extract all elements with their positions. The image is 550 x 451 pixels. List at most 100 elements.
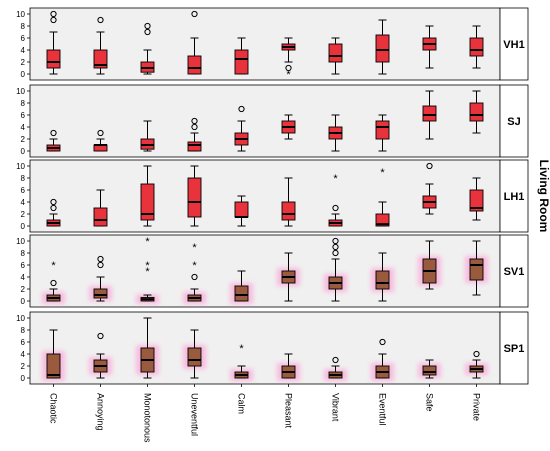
outlier-point — [144, 22, 151, 30]
outlier-point — [191, 123, 198, 131]
x-tick-label: Eventful — [378, 393, 388, 426]
y-tick-label: 0 — [21, 70, 26, 79]
x-tick-label: Vibrant — [331, 393, 341, 422]
outlier-point — [332, 204, 339, 212]
box-iqr — [234, 49, 249, 75]
y-tick-label: 6 — [21, 111, 26, 120]
x-tick-label: Calm — [237, 393, 247, 414]
panel-frame — [29, 84, 501, 158]
y-tick-label: 4 — [21, 350, 26, 359]
outlier-point — [191, 273, 198, 281]
extreme-point: * — [333, 173, 338, 185]
x-tick-label: Annoying — [96, 393, 106, 431]
y-tick-label: 6 — [21, 186, 26, 195]
x-tick-label: Private — [472, 393, 482, 421]
outlier-point — [50, 16, 57, 24]
outlier-point — [426, 162, 433, 170]
y-tick-label: 2 — [21, 362, 26, 371]
y-tick-label: 10 — [16, 10, 25, 19]
extreme-point: * — [286, 69, 291, 81]
outlier-point — [50, 279, 57, 287]
outlier-point — [379, 338, 386, 346]
box-iqr — [234, 201, 249, 218]
y-tick-label: 10 — [16, 87, 25, 96]
box-iqr — [93, 207, 108, 227]
y-tick-label: 0 — [21, 297, 26, 306]
x-tick-label: Pleasant — [284, 393, 294, 429]
panel-label: SV1 — [504, 266, 525, 278]
x-tick-label: Safe — [425, 393, 435, 412]
outlier-point — [97, 129, 104, 137]
y-tick-label: 4 — [21, 123, 26, 132]
y-tick-label: 2 — [21, 58, 26, 67]
outlier-point — [332, 243, 339, 251]
panel-frame — [29, 7, 501, 81]
outlier-point — [50, 10, 57, 18]
box-iqr — [140, 183, 155, 221]
y-tick-label: 4 — [21, 198, 26, 207]
y-tick-label: 6 — [21, 34, 26, 43]
panel-label-box — [499, 159, 529, 233]
outlier-point — [144, 28, 151, 36]
box-iqr — [46, 49, 61, 69]
y-tick-label: 8 — [21, 99, 26, 108]
y-tick-label: 0 — [21, 147, 26, 156]
y-tick-label: 8 — [21, 174, 26, 183]
extreme-point: * — [192, 260, 197, 272]
outlier-point — [97, 255, 104, 263]
box-iqr — [187, 177, 202, 218]
box-iqr — [187, 141, 202, 152]
figure-side-title: Living Room — [537, 160, 550, 233]
box-iqr — [281, 201, 296, 221]
outlier-point — [50, 129, 57, 137]
box-iqr — [422, 105, 437, 122]
y-tick-label: 2 — [21, 285, 26, 294]
box-iqr — [469, 37, 484, 57]
box-iqr — [375, 120, 390, 140]
outlier-point — [50, 204, 57, 212]
y-tick-label: 6 — [21, 261, 26, 270]
box-iqr — [375, 34, 390, 63]
outlier-point — [97, 16, 104, 24]
panel-frame — [29, 159, 501, 233]
box-iqr — [422, 365, 437, 376]
y-tick-label: 2 — [21, 135, 26, 144]
y-tick-label: 10 — [16, 314, 25, 323]
box-iqr — [93, 49, 108, 69]
panel-label-box — [499, 311, 529, 385]
box-iqr — [234, 285, 249, 302]
outlier-point — [191, 10, 198, 18]
outlier-point — [191, 117, 198, 125]
panel-label-box — [499, 7, 529, 81]
box-iqr — [469, 102, 484, 122]
y-tick-label: 8 — [21, 249, 26, 258]
extreme-point: * — [192, 242, 197, 254]
box-iqr — [187, 55, 202, 75]
box-iqr — [328, 43, 343, 63]
y-tick-label: 8 — [21, 22, 26, 31]
outlier-point — [97, 261, 104, 269]
box-iqr — [375, 270, 390, 290]
box-iqr — [375, 213, 390, 227]
outlier-point — [473, 350, 480, 358]
outlier-point — [332, 237, 339, 245]
outlier-point — [332, 356, 339, 364]
y-tick-label: 8 — [21, 326, 26, 335]
box-iqr — [469, 258, 484, 281]
outlier-point — [285, 64, 292, 72]
box-iqr — [469, 189, 484, 212]
box-iqr — [46, 353, 61, 379]
panel-label: VH1 — [503, 39, 524, 51]
extreme-point: * — [51, 260, 56, 272]
panel-label-box — [499, 84, 529, 158]
y-tick-label: 6 — [21, 338, 26, 347]
box-iqr — [187, 347, 202, 367]
extreme-point: * — [145, 236, 150, 248]
panel-label-box — [499, 234, 529, 308]
x-tick-label: Monotonous — [143, 393, 153, 443]
panel-label: LH1 — [504, 191, 525, 203]
y-tick-label: 4 — [21, 46, 26, 55]
x-tick-label: Uneventful — [190, 393, 200, 436]
y-tick-label: 4 — [21, 273, 26, 282]
